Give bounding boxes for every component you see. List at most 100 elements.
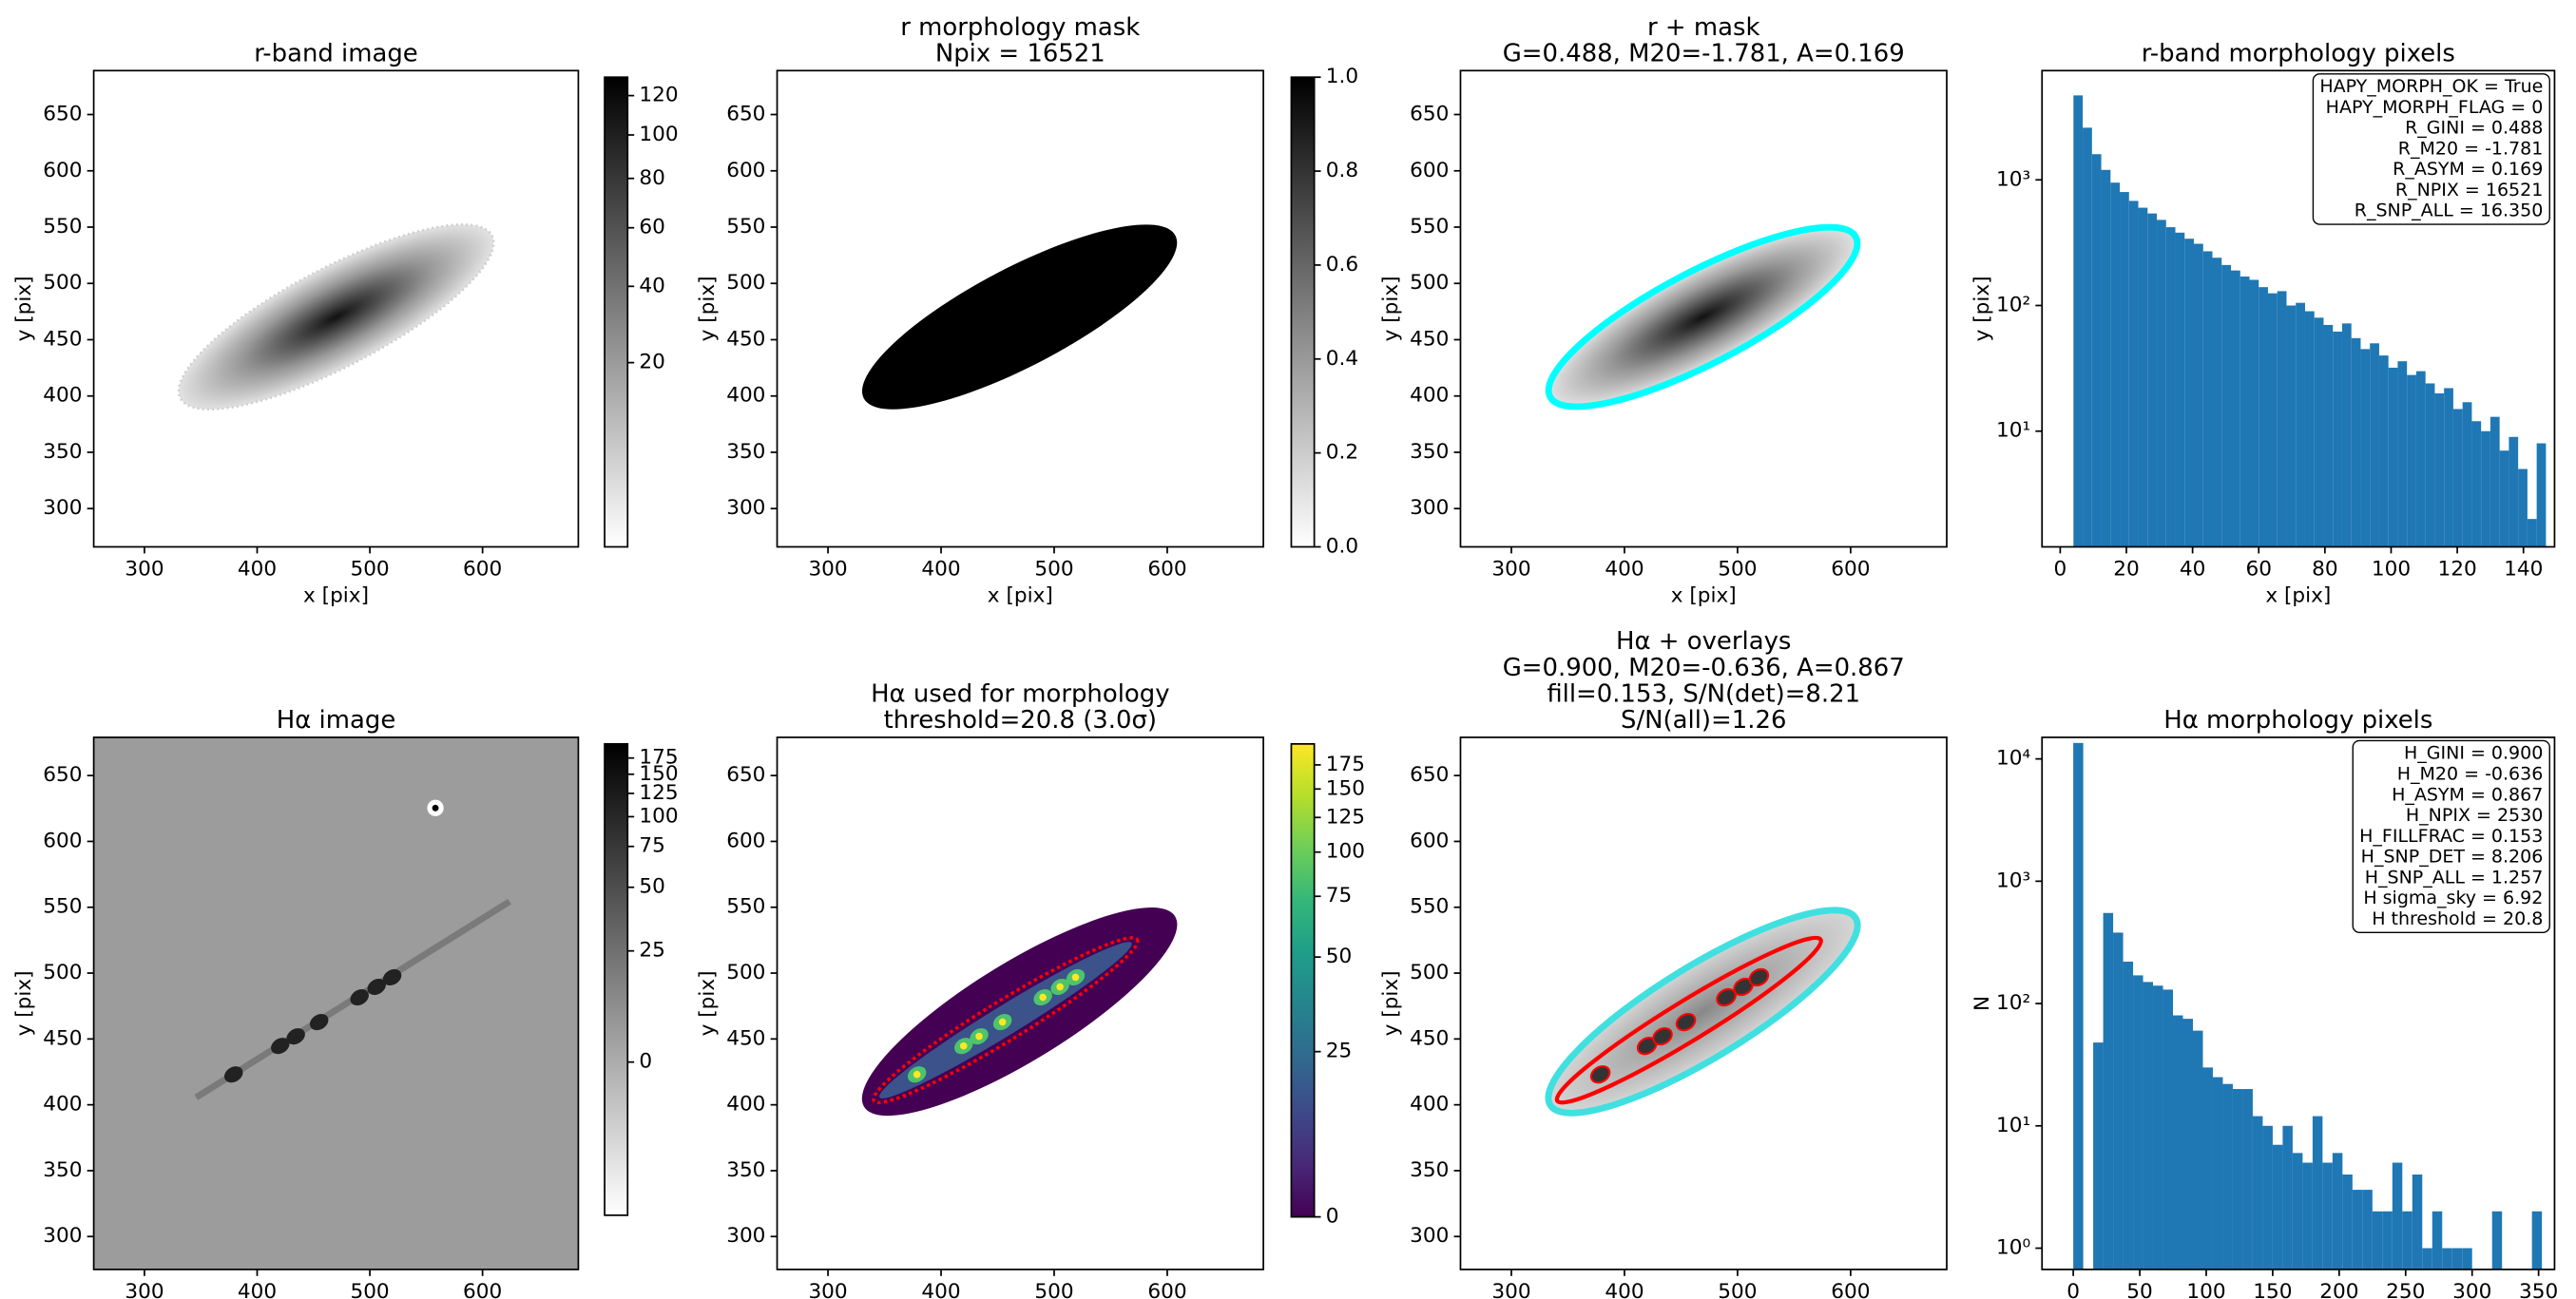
annotation-text: H_SNP_DET = 8.206 — [2361, 847, 2544, 868]
annotation-text: R_ASYM = 0.169 — [2393, 159, 2543, 180]
y-tick-label: 550 — [726, 895, 765, 919]
y-tick-label: 10⁴ — [1996, 747, 2030, 771]
bar — [2489, 416, 2500, 547]
bar — [2073, 742, 2084, 1270]
bar — [2341, 323, 2352, 547]
bar — [2147, 213, 2158, 547]
bar — [2192, 1030, 2203, 1270]
plot-area — [1545, 223, 1861, 411]
x-tick-label: 400 — [1605, 1280, 1644, 1299]
annotation-text: H_FILLFRAC = 0.153 — [2359, 826, 2543, 847]
y-axis-label: y [pix] — [12, 970, 36, 1036]
chart-title: r + mask — [1647, 13, 1759, 42]
x-tick-label: 600 — [1831, 1280, 1870, 1299]
bar — [2120, 192, 2129, 547]
y-tick-label: 350 — [726, 1158, 765, 1182]
colorbar-tick-label: 150 — [1326, 776, 1365, 800]
y-tick-label: 500 — [1410, 271, 1449, 295]
bar — [2157, 220, 2166, 547]
y-axis-label: y [pix] — [1379, 970, 1403, 1036]
y-tick-label: 10³ — [1996, 167, 2030, 191]
colorbar-tick-label: 60 — [639, 216, 664, 239]
x-tick-label: 400 — [238, 558, 277, 582]
bar — [2370, 343, 2379, 547]
bar — [2372, 1211, 2383, 1270]
y-tick-label: 400 — [1410, 1093, 1449, 1117]
y-tick-label: 350 — [1410, 1158, 1449, 1182]
colorbar-tick-label: 0 — [1326, 1205, 1339, 1229]
annotation-text: R_SNP_ALL = 16.350 — [2355, 201, 2544, 221]
x-tick-label: 600 — [463, 558, 502, 582]
bar — [2101, 169, 2111, 547]
colorbar-tick-label: 100 — [1326, 840, 1365, 864]
colorbar-tick-label: 50 — [1326, 945, 1352, 968]
bar — [2231, 270, 2240, 547]
y-tick-label: 550 — [43, 215, 82, 239]
bar — [2153, 985, 2163, 1270]
bar — [2222, 1083, 2233, 1270]
annotation-text: HAPY_MORPH_FLAG = 0 — [2326, 97, 2544, 118]
colorbar-tick-label: 50 — [639, 875, 664, 899]
x-tick-label: 200 — [2319, 1280, 2358, 1299]
bar — [2452, 409, 2463, 547]
y-tick-label: 600 — [1410, 159, 1449, 182]
x-tick-label: 400 — [921, 558, 960, 582]
x-tick-label: 600 — [1147, 558, 1186, 582]
blob-core — [1071, 973, 1080, 982]
chart-title: G=0.900, M20=-0.636, A=0.867 — [1503, 654, 1905, 682]
bar — [2175, 232, 2185, 547]
bar — [2138, 207, 2148, 547]
chart-title: Hα image — [277, 706, 395, 735]
y-tick-label: 600 — [726, 829, 765, 852]
y-tick-label: 300 — [1410, 496, 1449, 520]
bar — [2462, 402, 2472, 547]
y-tick-label: 650 — [726, 763, 765, 787]
x-tick-label: 120 — [2437, 558, 2476, 582]
colorbar-tick-label: 75 — [1326, 884, 1352, 907]
bar — [2073, 95, 2084, 547]
chart-title: Hα used for morphology — [871, 680, 1169, 709]
plot-area — [861, 224, 1178, 410]
bar — [2093, 1042, 2104, 1270]
y-tick-label: 600 — [43, 829, 82, 852]
x-tick-label: 0 — [2067, 1280, 2080, 1299]
bar — [2527, 519, 2537, 547]
y-tick-label: 550 — [43, 895, 82, 919]
colorbar — [1290, 76, 1316, 548]
colorbar-tick-label: 125 — [639, 781, 678, 805]
bar — [2091, 154, 2102, 547]
y-tick-label: 350 — [43, 440, 82, 464]
x-tick-label: 500 — [1718, 1280, 1757, 1299]
colorbar-tick-label: 0.2 — [1326, 441, 1358, 465]
y-tick-label: 10⁰ — [1996, 1236, 2030, 1260]
annotation-text: H_ASYM = 0.867 — [2392, 784, 2543, 805]
y-tick-label: 650 — [43, 763, 82, 787]
y-tick-label: 300 — [43, 496, 82, 520]
bar — [2407, 374, 2416, 547]
bar — [2123, 961, 2134, 1270]
bar — [2360, 349, 2371, 547]
x-tick-label: 500 — [1034, 1280, 1073, 1299]
bar — [2232, 1089, 2243, 1270]
y-tick-label: 650 — [43, 103, 82, 126]
bar — [2481, 430, 2490, 547]
image-content — [177, 223, 495, 411]
bar — [2342, 1175, 2353, 1270]
x-tick-label: 300 — [1491, 1280, 1530, 1299]
x-tick-label: 300 — [1491, 558, 1530, 582]
image-content — [194, 898, 511, 1100]
plot-area — [93, 736, 579, 1270]
x-tick-label: 400 — [1605, 558, 1644, 582]
bar — [2333, 331, 2342, 547]
colorbar-tick-label: 0.0 — [1326, 534, 1358, 558]
bar — [2382, 1211, 2393, 1270]
annotation-text: R_M20 = -1.781 — [2398, 138, 2544, 159]
image-content — [861, 907, 1178, 1117]
y-tick-label: 600 — [43, 159, 82, 182]
plot-area — [2073, 95, 2547, 547]
bar — [2277, 291, 2287, 547]
y-tick-label: 450 — [43, 327, 82, 351]
bar — [2272, 1144, 2283, 1270]
bar — [2442, 1248, 2452, 1270]
